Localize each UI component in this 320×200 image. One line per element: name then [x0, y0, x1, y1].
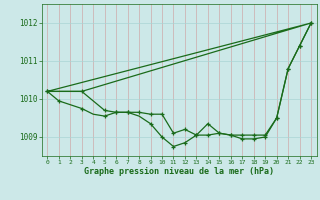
- X-axis label: Graphe pression niveau de la mer (hPa): Graphe pression niveau de la mer (hPa): [84, 167, 274, 176]
